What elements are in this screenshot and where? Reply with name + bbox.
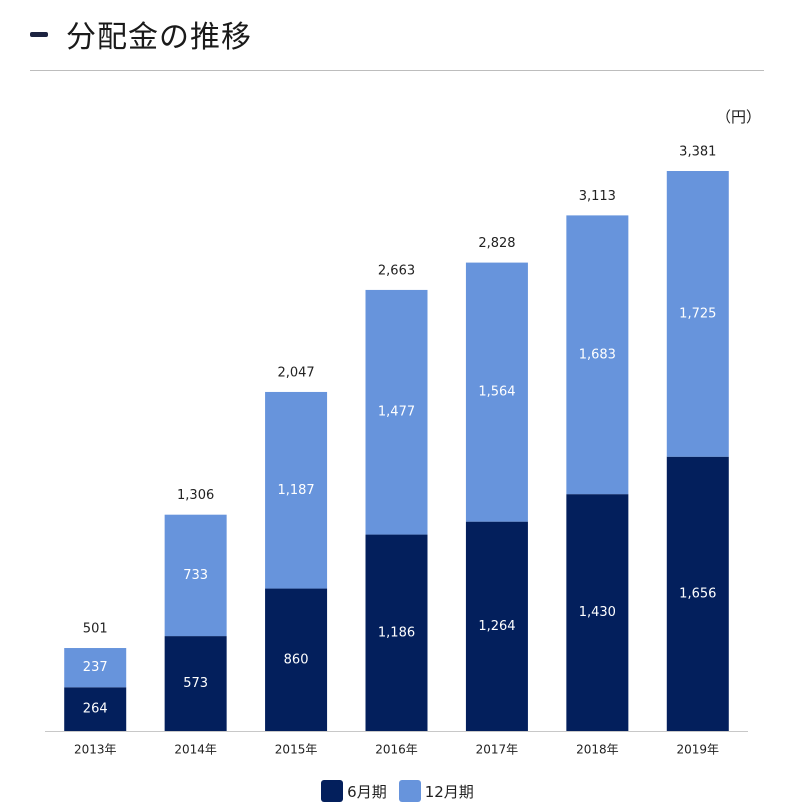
legend-item-december[interactable]: 12月期: [398, 780, 474, 802]
bar-december-2014年: [164, 514, 227, 637]
legend-swatch-december: [398, 780, 421, 802]
data-label-june-2014年: 573: [183, 676, 208, 691]
section-heading: 分配金の推移: [30, 10, 252, 58]
bar-december-2018年: [566, 215, 629, 495]
x-tick-label-2015年: 2015年: [275, 743, 318, 757]
total-label-2014年: 1,306: [177, 488, 214, 503]
heading-divider: [30, 70, 764, 71]
total-label-2018年: 3,113: [579, 189, 616, 204]
data-label-june-2019年: 1,656: [679, 586, 716, 601]
data-label-december-2017年: 1,564: [478, 385, 515, 400]
bar-june-2016年: [365, 534, 428, 731]
stacked-bar-chart: 264 237 501 2013年 573 733 1,306 2014年 860 1,187 2,…: [45, 145, 748, 757]
total-label-2016年: 2,663: [378, 263, 415, 278]
x-tick-label-2018年: 2018年: [576, 743, 619, 757]
bar-june-2019年: [666, 456, 729, 731]
bar-december-2013年: [64, 648, 127, 688]
total-label-2017年: 2,828: [478, 236, 515, 251]
data-label-december-2019年: 1,725: [679, 306, 716, 321]
bar-june-2015年: [265, 588, 328, 731]
bar-december-2016年: [365, 289, 428, 535]
bar-december-2015年: [265, 391, 328, 589]
legend-item-june[interactable]: 6月期: [321, 780, 387, 802]
data-label-june-2013年: 264: [83, 702, 108, 717]
bar-december-2017年: [465, 262, 528, 522]
total-label-2019年: 3,381: [679, 145, 716, 160]
total-label-2015年: 2,047: [277, 365, 314, 380]
chart-legend: 6月期 12月期: [0, 780, 795, 802]
x-tick-label-2013年: 2013年: [74, 743, 117, 757]
unit-label: （円）: [715, 108, 761, 126]
x-tick-label-2014年: 2014年: [174, 743, 217, 757]
x-tick-label-2019年: 2019年: [677, 743, 720, 757]
total-label-2013年: 501: [83, 622, 108, 637]
bar-june-2013年: [64, 687, 127, 731]
data-label-june-2015年: 860: [284, 652, 309, 667]
bar-june-2017年: [465, 521, 528, 731]
data-label-june-2016年: 1,186: [378, 625, 415, 640]
legend-label-december: 12月期: [424, 782, 474, 801]
data-label-december-2016年: 1,477: [378, 405, 415, 420]
heading-dash-icon: [30, 31, 48, 37]
data-label-june-2018年: 1,430: [579, 605, 616, 620]
bar-june-2014年: [164, 636, 227, 731]
data-label-december-2013年: 237: [83, 660, 108, 675]
bar-december-2019年: [666, 171, 729, 457]
data-label-june-2017年: 1,264: [478, 619, 515, 634]
data-label-december-2018年: 1,683: [579, 347, 616, 362]
legend-swatch-june: [321, 780, 344, 802]
data-label-december-2014年: 733: [183, 568, 208, 583]
x-tick-label-2016年: 2016年: [375, 743, 418, 757]
x-tick-label-2017年: 2017年: [476, 743, 519, 757]
data-label-december-2015年: 1,187: [277, 483, 314, 498]
page-title: 分配金の推移: [66, 20, 252, 55]
legend-label-june: 6月期: [347, 782, 387, 801]
bar-june-2018年: [566, 494, 629, 731]
